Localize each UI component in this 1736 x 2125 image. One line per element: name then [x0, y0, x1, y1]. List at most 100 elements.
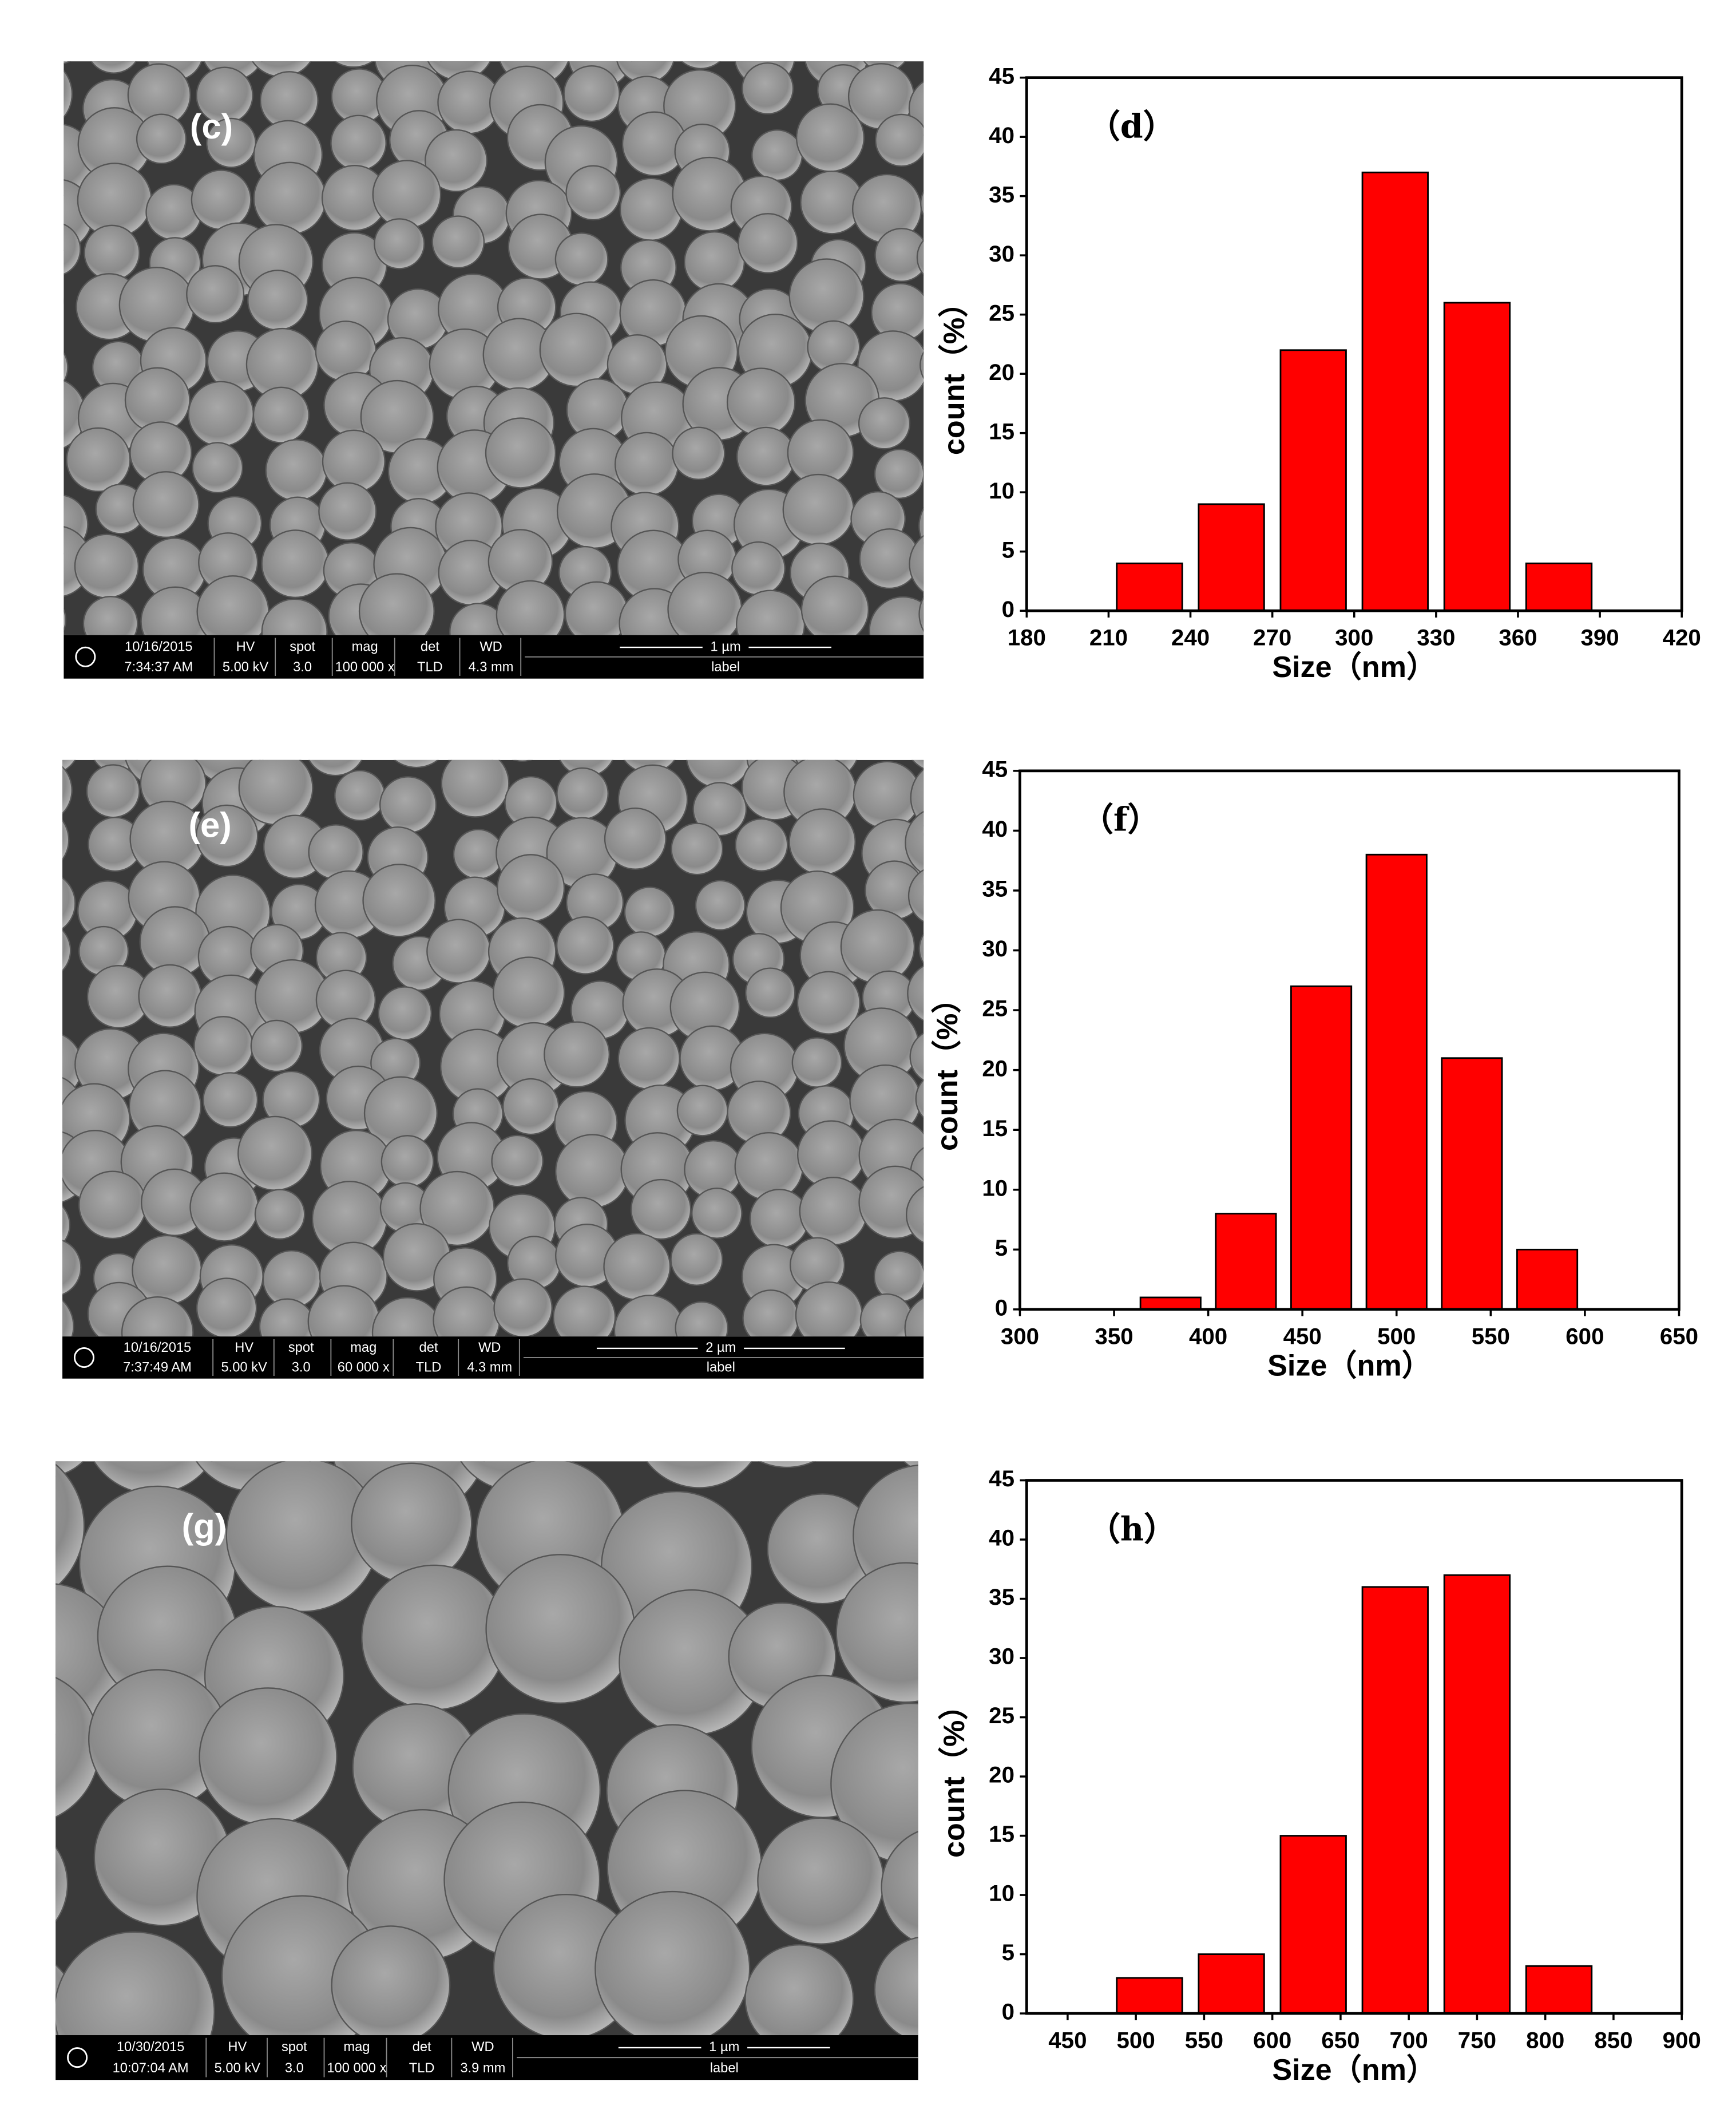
- particle: [672, 426, 726, 480]
- particle: [86, 764, 140, 818]
- particle: [623, 759, 676, 774]
- x-tick-label: 270: [1253, 625, 1291, 651]
- particle: [431, 215, 485, 268]
- bar: [1279, 349, 1347, 612]
- particle: [362, 864, 436, 937]
- logo: [73, 1347, 94, 1368]
- particle: [253, 161, 327, 235]
- sem-image: (c) 10/16/2015 7:34:37 AM HV 5.00 kV spot 3.0 m…: [64, 61, 924, 679]
- bar: [1279, 1835, 1347, 2015]
- y-tick-label: 35: [989, 181, 1014, 207]
- x-tick-label: 550: [1472, 1323, 1510, 1349]
- particle: [491, 1134, 544, 1188]
- particle: [64, 608, 67, 632]
- y-tick-label: 10: [989, 478, 1014, 504]
- particle: [736, 426, 796, 486]
- bar: [1443, 1574, 1511, 2015]
- particle: [78, 1170, 147, 1240]
- bar: [1361, 171, 1429, 612]
- particle: [691, 1188, 743, 1239]
- panel-label: (e): [188, 806, 231, 845]
- particle: [496, 580, 565, 635]
- info-text: 3.0: [293, 660, 312, 675]
- particle: [907, 965, 924, 1022]
- particle: [676, 1085, 728, 1137]
- panel-annotation: （h）: [1088, 1510, 1176, 1548]
- particle: [64, 69, 73, 118]
- histogram: 0 5 10 15 20 25 30 35 40 45 300 350 400 450 500 550 600 6…: [931, 757, 1698, 1383]
- particle: [556, 767, 609, 820]
- particle: [502, 1078, 560, 1135]
- particle: [539, 312, 614, 387]
- x-tick-label: 650: [1321, 2028, 1360, 2053]
- particle: [744, 1944, 854, 2036]
- particle: [394, 759, 439, 769]
- info-text: mag: [350, 1340, 376, 1355]
- bar: [1139, 1296, 1202, 1311]
- y-axis-label: count（%）: [931, 984, 964, 1151]
- info-text: 5.00 kV: [223, 660, 269, 675]
- particle: [238, 759, 314, 826]
- particles: [62, 706, 992, 1337]
- y-tick-label: 30: [989, 241, 1014, 267]
- particle: [62, 766, 73, 814]
- panel-annotation: （f）: [1081, 801, 1160, 839]
- particle: [840, 909, 915, 984]
- particle: [308, 759, 363, 777]
- particle: [929, 1249, 992, 1312]
- particle: [905, 810, 924, 875]
- particle: [910, 768, 924, 827]
- particle: [74, 533, 140, 599]
- info-text: 10/16/2015: [125, 639, 193, 654]
- logo: [67, 2047, 88, 2068]
- particle: [791, 1037, 843, 1088]
- x-tick-label: 550: [1185, 2028, 1223, 2053]
- particle: [62, 759, 76, 773]
- particle: [66, 427, 131, 492]
- particle: [614, 432, 679, 497]
- particle: [630, 1178, 692, 1240]
- particle: [64, 61, 71, 65]
- bar: [1116, 1977, 1183, 2015]
- scale-gap: [701, 2039, 748, 2056]
- x-tick-label: 600: [1565, 1323, 1604, 1349]
- particle: [247, 270, 308, 331]
- particle: [136, 113, 187, 164]
- particles: [64, 61, 924, 635]
- particle: [203, 1072, 259, 1128]
- plot-frame: [1018, 769, 1680, 1311]
- y-tick-label: 35: [989, 1584, 1014, 1610]
- x-tick-label: 800: [1526, 2028, 1564, 2053]
- particle: [858, 706, 909, 757]
- bar: [1361, 1586, 1429, 2015]
- particle: [379, 776, 437, 834]
- particle: [544, 1021, 611, 1088]
- y-tick-label: 20: [989, 359, 1014, 385]
- bar: [1290, 985, 1353, 1311]
- bar: [1443, 302, 1511, 612]
- x-axis-label: Size（nm）: [1272, 651, 1436, 684]
- info-text: mag: [343, 2040, 370, 2055]
- particle: [734, 1131, 804, 1201]
- info-text: 3.0: [285, 2061, 304, 2076]
- particle: [918, 933, 924, 965]
- info-text: WD: [478, 1340, 501, 1355]
- particle: [909, 535, 924, 593]
- particle: [563, 65, 620, 122]
- x-tick-label: 700: [1390, 2028, 1428, 2053]
- y-tick-label: 40: [989, 1525, 1014, 1551]
- particle: [56, 1461, 85, 1477]
- info-text: TLD: [417, 660, 443, 675]
- particle: [553, 1285, 616, 1337]
- info-text: 100 000 x: [335, 660, 395, 675]
- y-tick-label: 10: [989, 1881, 1014, 1906]
- particle: [378, 986, 432, 1040]
- y-tick-label: 45: [982, 757, 1008, 782]
- scale-text: 2 µm: [706, 1340, 736, 1355]
- particle: [616, 61, 675, 84]
- particle: [918, 596, 924, 632]
- particle: [751, 129, 803, 181]
- x-tick-label: 360: [1499, 625, 1537, 651]
- particle: [192, 442, 244, 493]
- particle: [358, 573, 435, 635]
